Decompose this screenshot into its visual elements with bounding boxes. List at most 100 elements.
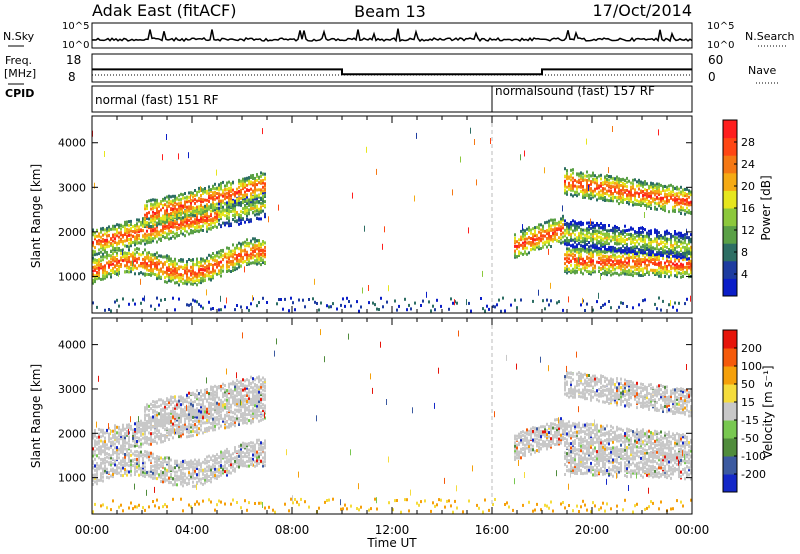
data-cell xyxy=(654,193,656,196)
data-cell xyxy=(260,242,262,246)
data-cell xyxy=(224,202,226,206)
data-cell xyxy=(152,198,154,202)
data-cell xyxy=(640,258,641,265)
data-cell xyxy=(582,272,584,276)
data-cell xyxy=(228,216,230,220)
data-cell xyxy=(690,203,692,207)
data-cell xyxy=(194,299,196,303)
data-cell xyxy=(580,244,582,248)
data-cell xyxy=(568,261,570,264)
data-cell xyxy=(602,237,604,241)
data-cell xyxy=(672,188,674,191)
data-cell xyxy=(262,128,263,135)
data-cell xyxy=(168,214,170,218)
data-cell xyxy=(242,249,244,253)
data-cell xyxy=(648,270,650,274)
data-cell xyxy=(598,266,600,270)
data-cell xyxy=(206,259,208,263)
data-cell xyxy=(588,271,590,275)
data-cell xyxy=(688,195,690,199)
data-cell xyxy=(566,229,568,233)
data-cell xyxy=(500,309,502,313)
data-cell xyxy=(604,247,606,251)
data-cell xyxy=(238,213,240,217)
data-cell xyxy=(186,230,188,234)
data-cell xyxy=(688,209,690,213)
data-cell xyxy=(654,253,656,257)
data-cell xyxy=(106,471,108,475)
data-cell xyxy=(448,307,450,311)
data-cell xyxy=(658,190,660,194)
data-cell xyxy=(126,244,128,248)
velocity-data xyxy=(92,329,692,514)
data-cell xyxy=(246,252,248,256)
data-cell xyxy=(588,256,590,260)
data-cell xyxy=(254,194,256,198)
data-cell xyxy=(538,230,540,234)
data-cell xyxy=(668,187,670,191)
data-cell xyxy=(626,269,628,273)
data-cell xyxy=(670,245,672,249)
data-cell xyxy=(662,271,664,275)
data-cell xyxy=(652,185,654,189)
data-cell xyxy=(536,237,538,241)
data-cell xyxy=(562,217,564,221)
data-cell xyxy=(98,445,100,449)
data-cell xyxy=(670,192,672,196)
data-cell xyxy=(222,269,224,273)
data-cell xyxy=(126,266,128,270)
data-cell xyxy=(238,193,240,197)
data-cell xyxy=(600,226,602,230)
data-cell xyxy=(624,184,626,188)
data-cell xyxy=(108,438,110,442)
data-cell xyxy=(124,453,126,456)
data-cell xyxy=(136,222,138,226)
data-cell xyxy=(178,194,180,198)
data-cell xyxy=(514,236,516,240)
data-cell xyxy=(652,250,654,254)
data-cell xyxy=(130,270,132,274)
data-cell xyxy=(562,214,564,218)
data-cell xyxy=(244,199,246,203)
data-cell xyxy=(610,258,612,262)
data-cell xyxy=(184,229,186,233)
data-cell xyxy=(600,262,602,266)
data-cell xyxy=(206,225,208,229)
data-cell xyxy=(682,208,684,212)
data-cell xyxy=(162,407,164,411)
data-cell xyxy=(188,219,190,223)
data-cell xyxy=(676,256,678,259)
data-cell xyxy=(126,260,128,264)
data-cell xyxy=(170,458,172,462)
data-cell xyxy=(576,224,578,228)
data-cell xyxy=(162,270,164,274)
data-cell xyxy=(182,227,184,230)
data-cell xyxy=(650,202,652,206)
data-cell xyxy=(640,180,642,184)
data-cell xyxy=(604,191,606,195)
data-cell xyxy=(222,191,224,195)
data-cell xyxy=(600,195,602,199)
data-cell xyxy=(154,264,156,268)
data-cell xyxy=(214,203,216,207)
data-cell xyxy=(676,192,678,196)
data-cell xyxy=(608,249,610,253)
data-cell xyxy=(538,226,540,230)
data-cell xyxy=(118,259,120,263)
data-cell xyxy=(146,264,148,268)
data-cell xyxy=(570,184,572,188)
data-cell xyxy=(236,211,238,214)
data-cell xyxy=(134,235,136,239)
data-cell xyxy=(624,189,626,192)
data-cell xyxy=(262,242,264,246)
data-cell xyxy=(118,440,120,444)
data-cell xyxy=(264,176,266,180)
data-cell xyxy=(690,255,692,259)
data-cell xyxy=(200,260,202,264)
data-cell xyxy=(184,281,186,285)
data-cell xyxy=(156,417,158,421)
data-cell xyxy=(186,303,188,307)
data-cell xyxy=(118,270,119,277)
data-cell xyxy=(202,211,204,215)
data-cell xyxy=(532,235,534,239)
